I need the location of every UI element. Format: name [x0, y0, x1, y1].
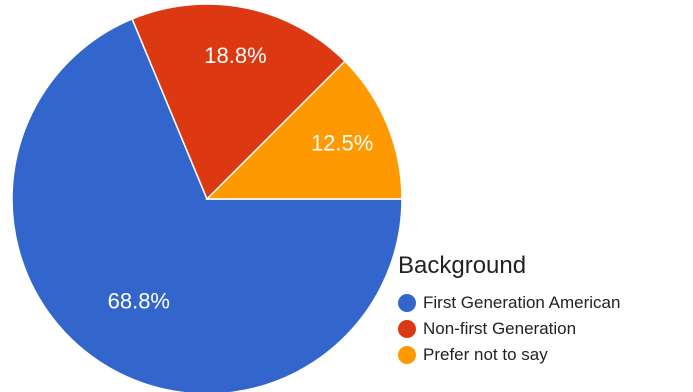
legend-item-label: First Generation American — [423, 293, 621, 312]
pie-slice-0 — [11, 17, 403, 392]
legend-title: Background — [398, 252, 527, 279]
pie-slice-1 — [131, 3, 347, 201]
slice-data-label-2: 12.5% — [311, 131, 373, 156]
legend-item-label: Non-first Generation — [423, 319, 577, 338]
slice-data-label-1: 18.8% — [204, 43, 266, 68]
legend-item-0: First Generation American — [398, 290, 620, 316]
legend-item-label: Prefer not to say — [423, 345, 548, 364]
legend-swatch-icon — [398, 294, 416, 312]
legend-item-2: Prefer not to say — [398, 342, 620, 368]
legend: Background First Generation American Non-… — [398, 252, 620, 368]
slice-data-label-0: 68.8% — [108, 289, 170, 314]
legend-swatch-icon — [398, 320, 416, 338]
legend-item-1: Non-first Generation — [398, 316, 620, 342]
legend-swatch-icon — [398, 346, 416, 364]
pie-slice-2 — [205, 60, 403, 200]
